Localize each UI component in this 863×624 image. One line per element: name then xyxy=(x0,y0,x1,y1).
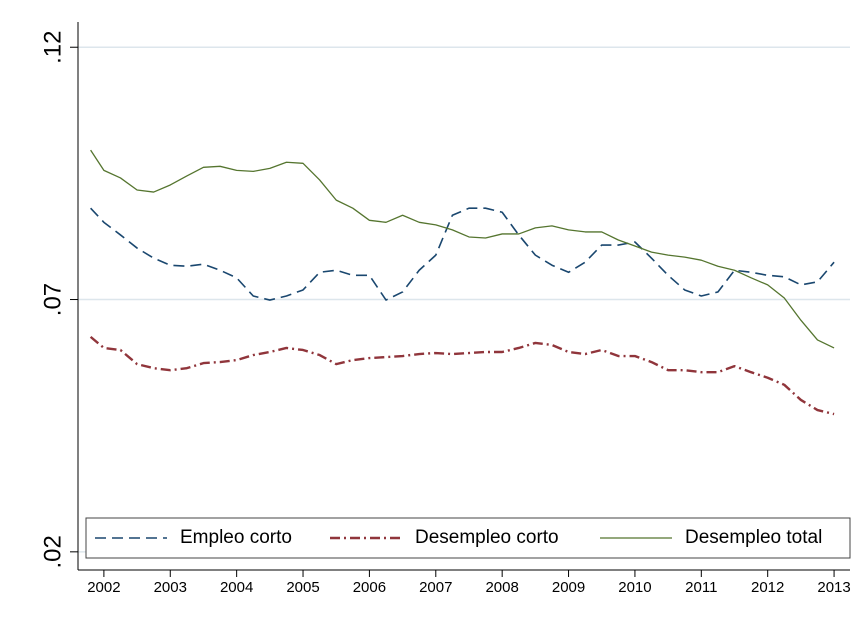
legend-label: Desempleo total xyxy=(685,527,822,548)
x-tick-label: 2006 xyxy=(353,579,386,596)
legend-label: Empleo corto xyxy=(180,527,292,548)
y-tick-label: .02 xyxy=(39,535,66,568)
x-tick-label: 2003 xyxy=(154,579,187,596)
legend-label: Desempleo corto xyxy=(415,527,559,548)
x-tick-label: 2008 xyxy=(485,579,518,596)
x-tick-label: 2009 xyxy=(552,579,585,596)
x-tick-label: 2012 xyxy=(751,579,784,596)
series-line xyxy=(89,335,835,416)
x-tick-label: 2010 xyxy=(618,579,651,596)
series-line xyxy=(90,149,835,349)
y-tick-label: .07 xyxy=(39,283,66,316)
x-tick-label: 2007 xyxy=(419,579,452,596)
legend-box xyxy=(85,517,851,559)
x-tick-label: 2013 xyxy=(817,579,850,596)
x-tick-label: 2005 xyxy=(286,579,319,596)
series-line xyxy=(90,207,835,301)
y-tick-label: .12 xyxy=(39,31,66,64)
x-tick-label: 2002 xyxy=(87,579,120,596)
legend: Empleo corto Desempleo corto Desempleo tot… xyxy=(85,517,851,559)
x-tick-label: 2011 xyxy=(685,579,717,596)
x-tick-label: 2004 xyxy=(220,579,253,596)
